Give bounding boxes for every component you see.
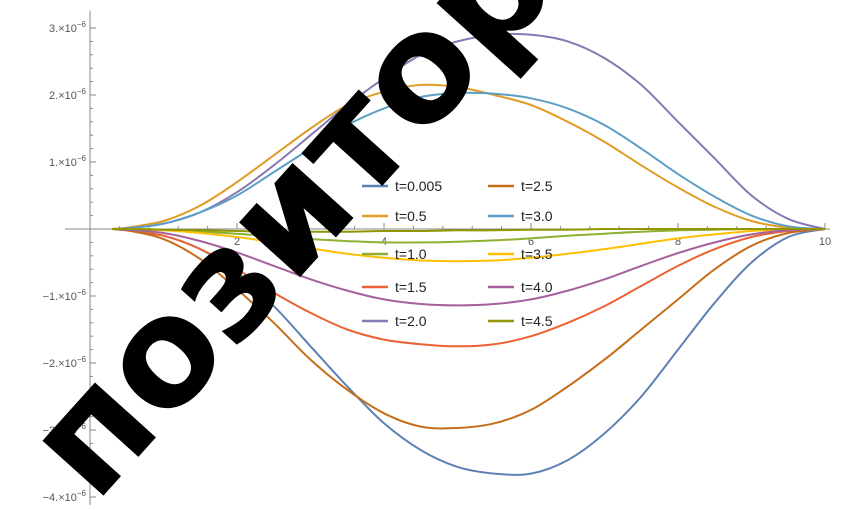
y-tick-label: −2.×10−6 [43,355,87,370]
y-tick-label: −3.×10−6 [43,422,87,437]
y-tick-label: −4.×10−6 [43,489,87,504]
legend-label-t-3-5: t=3.5 [521,246,553,262]
legend-label-t-3-0: t=3.0 [521,208,553,224]
x-tick-label: 6 [528,236,534,248]
legend-label-t-2-0: t=2.0 [395,313,427,329]
y-tick-label: 2.×10−6 [49,87,87,102]
y-tick-label: 3.×10−6 [49,20,87,35]
x-tick-label: 2 [234,236,240,248]
legend-label-t-0-005: t=0.005 [395,178,442,194]
legend: t=0.005 t=0.5 t=1.0 t=1.5 t=2.0 t=2.5 t=3.0 t=3… [362,178,553,329]
series-line-t-4-0 [111,228,826,307]
legend-label-t-1-0: t=1.0 [395,246,427,262]
series-line-t-1-5 [111,228,826,348]
legend-label-t-1-5: t=1.5 [395,279,427,295]
y-tick-label: −1.×10−6 [43,288,87,303]
legend-label-t-4-0: t=4.0 [521,279,553,295]
legend-label-t-2-5: t=2.5 [521,178,553,194]
legend-label-t-0-5: t=0.5 [395,208,427,224]
series-layer [111,32,826,476]
y-tick-label: 1.×10−6 [49,154,87,169]
series-line-t-0-5 [111,83,826,230]
x-tick-label: 10 [819,236,831,248]
series-line-t-3-5 [111,227,826,263]
series-line-t-3-0 [111,91,826,230]
ticks: 2 4 6 8 103.×10−62.×10−61.×10−6−1.×10−6−2.×1… [43,20,832,504]
x-tick-label: 8 [675,236,681,248]
legend-label-t-4-5: t=4.5 [521,313,553,329]
series-line-t-2-5 [111,228,826,430]
series-line-t-4-5 [111,227,825,233]
